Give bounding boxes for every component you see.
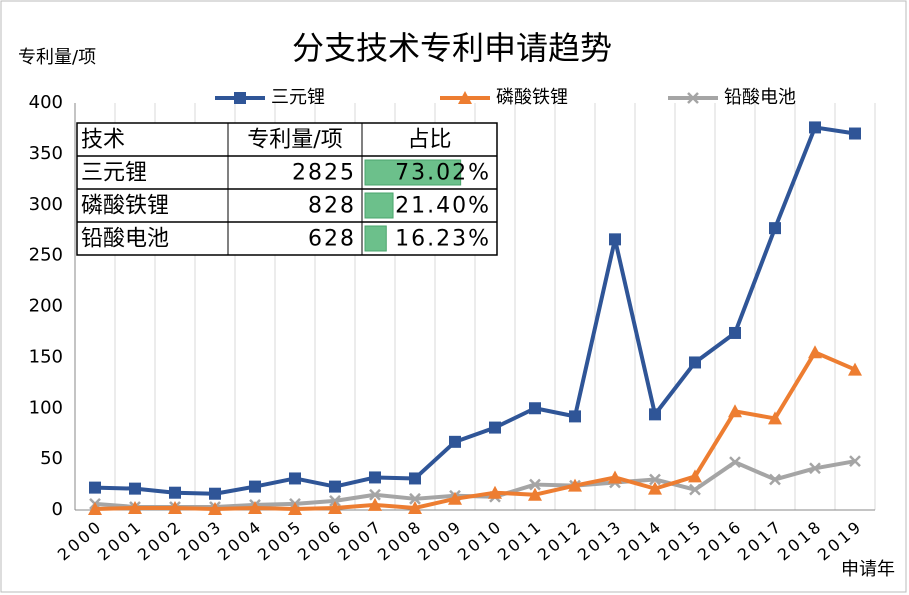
table-header: 占比 (407, 128, 451, 153)
marker (688, 469, 702, 483)
marker (249, 480, 261, 493)
chart-title: 分支技术专利申请趋势 (292, 29, 612, 67)
marker (369, 471, 381, 484)
marker (89, 481, 101, 494)
table-header: 技术 (81, 128, 125, 153)
table-cell: 828 (308, 194, 356, 219)
marker (248, 500, 262, 514)
marker (649, 408, 661, 421)
marker (809, 121, 821, 134)
marker (408, 500, 422, 514)
marker (689, 356, 701, 369)
marker (449, 435, 461, 448)
series-line (94, 125, 856, 496)
legend-label: 铅酸电池 (724, 87, 796, 108)
y-tick-label: 250 (29, 245, 63, 266)
marker (769, 222, 781, 235)
marker (488, 485, 502, 499)
y-tick-label: 300 (29, 194, 63, 215)
table-header: 专利量/项 (247, 128, 342, 153)
marker (529, 478, 541, 491)
marker (168, 500, 182, 514)
legend-label: 磷酸铁锂 (496, 87, 568, 108)
marker (169, 486, 181, 499)
marker (808, 345, 822, 359)
marker (648, 481, 662, 495)
y-axis-label: 专利量/项 (18, 47, 96, 68)
y-tick-label: 200 (29, 296, 63, 317)
data-bar (364, 159, 462, 186)
table-cell: 2825 (292, 161, 356, 186)
data-bar (364, 192, 394, 219)
table-cell: 磷酸铁锂 (81, 194, 169, 219)
marker (369, 488, 381, 501)
marker (489, 421, 501, 434)
table-cell: 铅酸电池 (81, 227, 169, 252)
marker (289, 472, 301, 485)
marker (234, 92, 246, 104)
table-cell: 16.23% (395, 227, 491, 252)
table-cell: 73.02% (395, 161, 491, 186)
marker (569, 410, 581, 423)
table-cell: 628 (308, 227, 356, 252)
marker (329, 494, 341, 507)
marker (329, 480, 341, 493)
marker (528, 487, 542, 501)
y-tick-label: 150 (29, 346, 63, 367)
y-tick-label: 100 (29, 397, 63, 418)
marker (448, 491, 462, 505)
marker (209, 487, 221, 500)
y-tick-label: 0 (52, 499, 63, 520)
marker (849, 127, 861, 140)
marker (128, 500, 142, 514)
marker (458, 91, 472, 104)
marker (729, 326, 741, 339)
marker (687, 92, 699, 104)
marker (208, 501, 222, 515)
marker (729, 456, 741, 469)
legend-label: 三元锂 (271, 87, 325, 108)
data-bar (364, 225, 387, 252)
y-tick-label: 350 (29, 143, 63, 164)
marker (529, 402, 541, 415)
marker (88, 501, 102, 515)
marker (368, 497, 382, 511)
table-cell: 三元锂 (81, 161, 147, 186)
marker (849, 455, 861, 468)
marker (608, 470, 622, 484)
table-cell: 21.40% (395, 194, 491, 219)
marker (689, 483, 701, 496)
marker (409, 492, 421, 505)
marker (568, 478, 582, 492)
marker (649, 473, 661, 486)
marker (129, 482, 141, 495)
marker (728, 404, 742, 418)
y-tick-label: 400 (29, 92, 63, 113)
marker (328, 500, 342, 514)
marker (288, 501, 302, 515)
marker (409, 472, 421, 485)
marker (769, 473, 781, 486)
marker (609, 233, 621, 246)
x-axis-label: 申请年 (841, 559, 895, 580)
y-tick-label: 50 (40, 448, 63, 469)
series-line (94, 350, 856, 511)
marker (809, 462, 821, 475)
marker (848, 362, 862, 376)
marker (768, 411, 782, 425)
